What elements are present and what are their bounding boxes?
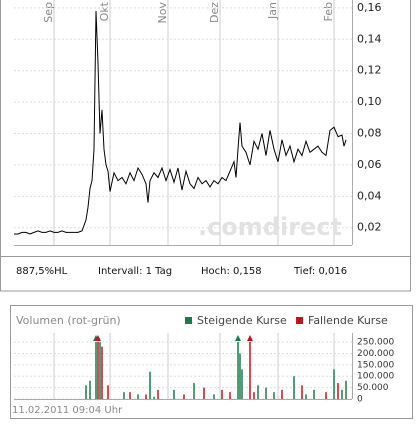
volume-bar bbox=[221, 389, 223, 399]
volume-bar bbox=[305, 394, 307, 399]
top-panel-frame bbox=[0, 0, 411, 292]
stat-text: Hoch: 0,158 bbox=[201, 266, 262, 277]
volume-bar bbox=[265, 387, 267, 399]
y-tick-label: 200.000 bbox=[357, 349, 394, 359]
volume-bar bbox=[213, 394, 215, 399]
volume-bar bbox=[237, 342, 239, 399]
x-tick-label: Dez bbox=[208, 2, 221, 23]
volume-bar bbox=[85, 385, 87, 399]
legend-label: Steigende Kurse bbox=[197, 314, 287, 327]
x-tick-label: Feb bbox=[322, 2, 335, 21]
y-tick-label: 0,14 bbox=[357, 32, 382, 45]
stat-text: Intervall: 1 Tag bbox=[98, 266, 172, 277]
volume-bar bbox=[149, 371, 151, 399]
volume-bar bbox=[95, 342, 97, 399]
volume-bar bbox=[293, 376, 295, 399]
legend-swatch bbox=[185, 317, 192, 324]
volume-bar bbox=[253, 392, 255, 399]
volume-bar bbox=[145, 394, 147, 399]
legend-label: Fallende Kurse bbox=[308, 314, 388, 327]
y-tick-label: 0 bbox=[357, 395, 363, 405]
legend-swatch bbox=[296, 317, 303, 324]
y-tick-label: 250.000 bbox=[357, 338, 394, 348]
y-tick-label: 150.000 bbox=[357, 360, 394, 370]
volume-bar bbox=[345, 380, 347, 399]
volume-bar bbox=[333, 369, 335, 399]
volume-bar bbox=[239, 353, 241, 399]
volume-bar bbox=[203, 387, 205, 399]
y-tick-label: 100.000 bbox=[357, 372, 394, 382]
volume-bar bbox=[153, 396, 155, 399]
volume-panel-frame bbox=[10, 305, 413, 419]
volume-bar bbox=[99, 342, 101, 399]
volume-bar bbox=[193, 383, 195, 399]
volume-bar bbox=[183, 394, 185, 399]
y-tick-label: 0,04 bbox=[357, 189, 382, 202]
volume-bar bbox=[241, 369, 243, 399]
volume-bar bbox=[301, 385, 303, 399]
y-tick-label: 0,10 bbox=[357, 95, 382, 108]
volume-bar bbox=[137, 394, 139, 399]
x-tick-label: Sep bbox=[42, 2, 55, 23]
price-line bbox=[14, 10, 347, 235]
volume-bar bbox=[107, 385, 109, 399]
overflow-arrow bbox=[235, 335, 241, 341]
y-tick-label: 0,08 bbox=[357, 126, 382, 139]
volume-bar bbox=[313, 389, 315, 399]
volume-bar bbox=[229, 392, 231, 399]
volume-bar bbox=[101, 346, 103, 399]
overflow-arrow bbox=[95, 335, 101, 341]
volume-bar bbox=[157, 389, 159, 399]
y-tick-label: 0,06 bbox=[357, 158, 382, 171]
x-tick-label: Jan bbox=[266, 2, 279, 20]
volume-bar bbox=[273, 392, 275, 399]
y-tick-label: 0,16 bbox=[357, 1, 382, 14]
volume-bar bbox=[325, 392, 327, 399]
watermark: .comdirect bbox=[198, 213, 342, 241]
volume-bar bbox=[129, 392, 131, 399]
y-tick-label: 0,02 bbox=[357, 221, 382, 234]
overflow-arrow bbox=[247, 335, 253, 341]
timestamp: 11.02.2011 09:04 Uhr bbox=[12, 405, 123, 416]
volume-bar bbox=[173, 389, 175, 399]
volume-bar bbox=[249, 342, 251, 399]
volume-bar bbox=[337, 383, 339, 399]
y-tick-label: 50.000 bbox=[357, 383, 389, 393]
volume-bar bbox=[281, 389, 283, 399]
x-tick-label: Nov bbox=[156, 2, 169, 24]
volume-bar bbox=[257, 385, 259, 399]
y-tick-label: 0,12 bbox=[357, 64, 382, 77]
volume-title: Volumen (rot-grün) bbox=[16, 314, 121, 327]
volume-bar bbox=[341, 389, 343, 399]
stat-text: Tief: 0,016 bbox=[293, 266, 347, 277]
volume-bar bbox=[97, 342, 99, 399]
volume-bar bbox=[123, 392, 125, 399]
x-tick-label: Okt bbox=[98, 1, 111, 21]
volume-bar bbox=[89, 380, 91, 399]
stat-text: 887,5%HL bbox=[16, 266, 68, 277]
